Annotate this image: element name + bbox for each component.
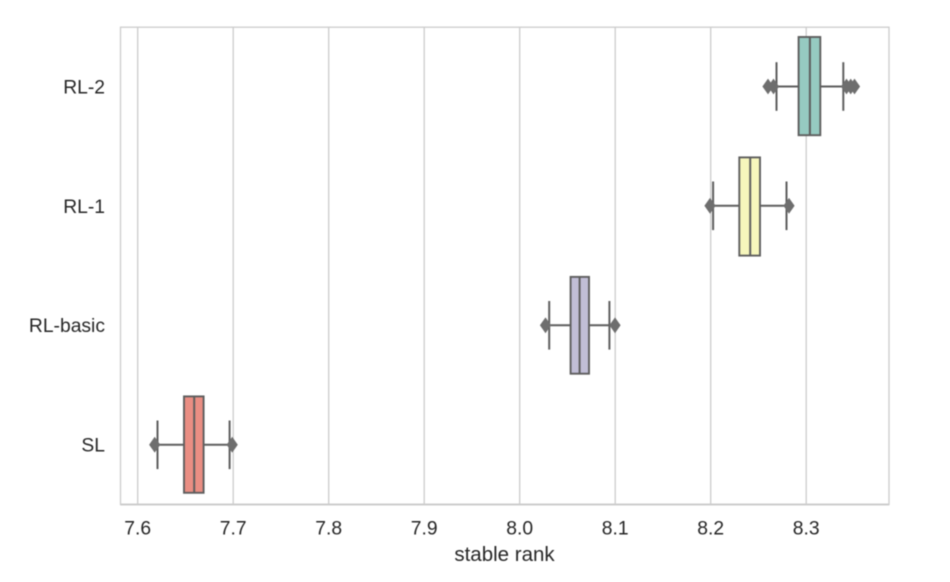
svg-text:7.6: 7.6 [124,519,151,540]
svg-text:8.1: 8.1 [602,519,629,540]
svg-text:RL-1: RL-1 [63,197,105,218]
svg-text:7.9: 7.9 [411,519,438,540]
svg-text:7.8: 7.8 [315,519,342,540]
svg-text:8.2: 8.2 [697,519,724,540]
svg-text:8.0: 8.0 [506,519,533,540]
svg-text:RL-2: RL-2 [63,78,105,99]
svg-text:RL-basic: RL-basic [29,316,105,337]
svg-text:7.7: 7.7 [220,519,247,540]
svg-text:stable rank: stable rank [454,543,555,566]
svg-text:8.3: 8.3 [793,519,820,540]
svg-text:SL: SL [81,436,105,457]
